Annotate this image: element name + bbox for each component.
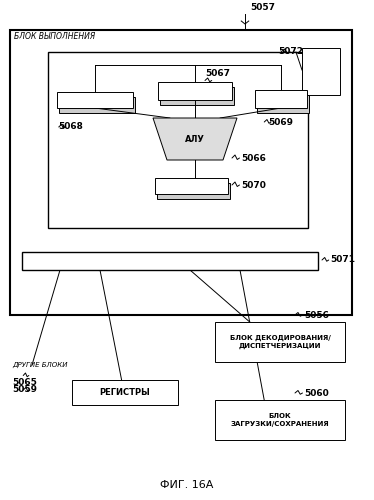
Text: 5072: 5072 <box>278 48 303 56</box>
Text: ФИГ. 16А: ФИГ. 16А <box>160 480 214 490</box>
Bar <box>158 82 232 100</box>
Text: БЛОК
ЗАГРУЗКИ/СОХРАНЕНИЯ: БЛОК ЗАГРУЗКИ/СОХРАНЕНИЯ <box>231 413 329 427</box>
Text: 5068: 5068 <box>58 122 83 131</box>
Bar <box>57 92 133 108</box>
Text: АЛУ: АЛУ <box>185 134 205 143</box>
Text: 5060: 5060 <box>304 388 329 398</box>
Text: 5069: 5069 <box>268 118 293 127</box>
Bar <box>215 322 345 362</box>
Text: 5070: 5070 <box>241 180 266 190</box>
Text: 5065: 5065 <box>12 378 37 387</box>
Text: 5059: 5059 <box>12 386 37 394</box>
Bar <box>48 52 308 228</box>
Bar <box>157 183 230 199</box>
Bar <box>257 95 309 113</box>
Text: РЕГИСТРЫ: РЕГИСТРЫ <box>99 388 150 397</box>
Polygon shape <box>153 118 237 160</box>
Bar <box>302 48 340 95</box>
Text: 5056: 5056 <box>304 310 329 320</box>
Text: 5057: 5057 <box>251 4 276 13</box>
Bar <box>160 87 234 105</box>
Text: 5066: 5066 <box>241 154 266 162</box>
Text: БЛОК ВЫПОЛНЕНИЯ: БЛОК ВЫПОЛНЕНИЯ <box>14 32 95 41</box>
Text: БЛОК ДЕКОДИРОВАНИЯ/
ДИСПЕТЧЕРИЗАЦИИ: БЛОК ДЕКОДИРОВАНИЯ/ ДИСПЕТЧЕРИЗАЦИИ <box>230 335 330 349</box>
Bar <box>59 97 135 113</box>
Text: 5067: 5067 <box>205 69 230 78</box>
Bar <box>72 380 178 405</box>
Bar <box>155 178 228 194</box>
Text: 5071: 5071 <box>330 256 355 264</box>
Bar <box>215 400 345 440</box>
Bar <box>22 252 318 270</box>
Bar <box>255 90 307 108</box>
Bar <box>10 30 352 315</box>
Text: ДРУГИЕ БЛОКИ: ДРУГИЕ БЛОКИ <box>12 362 67 368</box>
